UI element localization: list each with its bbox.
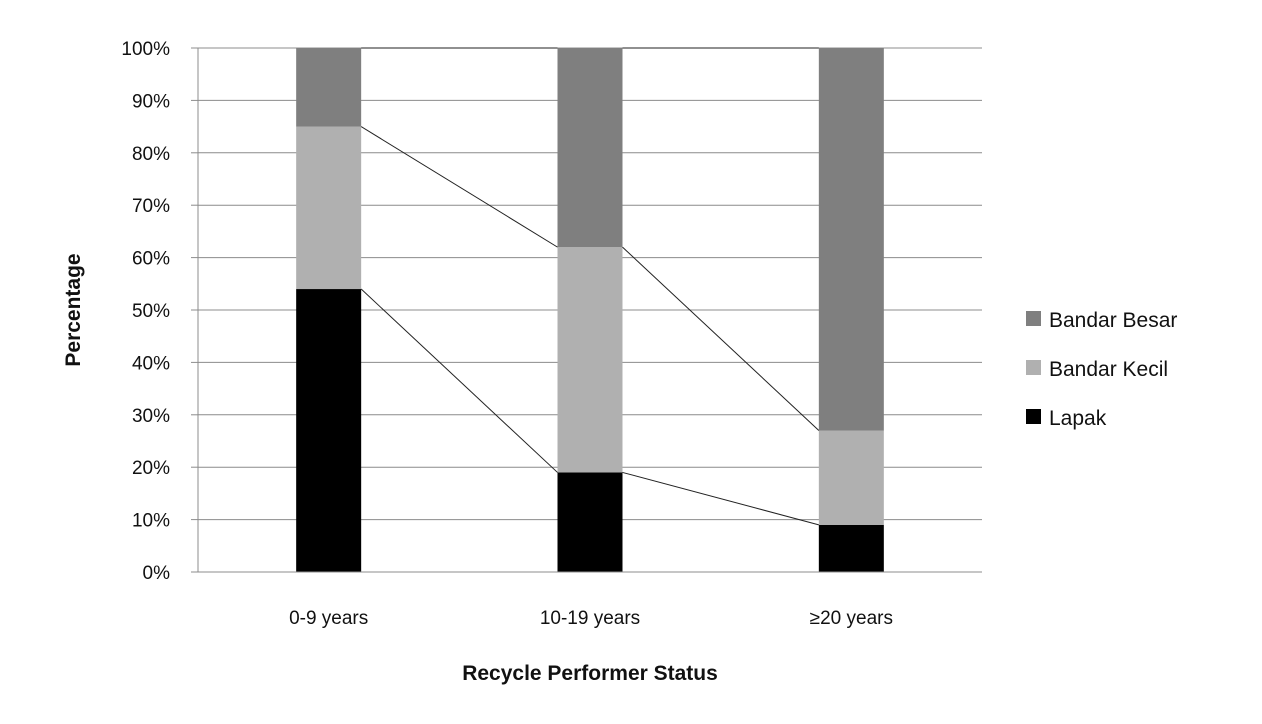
axes — [197, 48, 982, 573]
y-tick-label: 40% — [132, 353, 170, 374]
bar-segment-bandar-besar — [818, 48, 884, 431]
y-axis-title: Percentage — [62, 253, 85, 366]
series-connector-line — [360, 288, 558, 473]
series-connectors — [360, 47, 820, 526]
bar-segment-bandar-kecil — [296, 126, 362, 290]
bar-segment-lapak — [296, 289, 362, 572]
bar-segment-bandar-kecil — [818, 430, 884, 525]
y-tick-label: 60% — [132, 249, 170, 270]
y-tick-label: 80% — [132, 144, 170, 165]
bar-segment-lapak — [818, 524, 884, 572]
x-tick-label: 0-9 years — [289, 608, 368, 629]
y-tick-label: 90% — [132, 91, 170, 112]
y-tick-label: 100% — [121, 39, 170, 60]
y-tick-label: 10% — [132, 511, 170, 532]
y-tick-label: 0% — [143, 563, 171, 584]
legend-label: Lapak — [1049, 407, 1107, 430]
series-connector-line — [622, 471, 819, 526]
y-tick-label: 20% — [132, 458, 170, 479]
series-connector-line — [360, 126, 558, 248]
bars — [296, 48, 884, 572]
bar-segment-bandar-kecil — [557, 247, 623, 473]
legend-swatch — [1026, 409, 1041, 424]
bar-segment-lapak — [557, 472, 623, 572]
legend-swatch — [1026, 311, 1041, 326]
x-tick-label: ≥20 years — [810, 608, 893, 629]
bar-segment-bandar-besar — [296, 48, 362, 127]
legend: Bandar Besar Bandar Kecil Lapak — [1026, 309, 1177, 430]
x-tick-label: 10-19 years — [540, 608, 640, 629]
x-axis-title: Recycle Performer Status — [462, 662, 718, 685]
y-tick-labels: 0% 10% 20% 30% 40% 50% 60% 70% 80% 90% 100% — [121, 39, 170, 584]
series-connector-line — [622, 246, 820, 431]
legend-swatch — [1026, 360, 1041, 375]
y-tick-label: 30% — [132, 406, 170, 427]
bar-segment-bandar-besar — [557, 48, 623, 248]
y-tick-label: 50% — [132, 301, 170, 322]
y-tick-label: 70% — [132, 196, 170, 217]
legend-label: Bandar Kecil — [1049, 358, 1168, 381]
x-tick-labels: 0-9 years 10-19 years ≥20 years — [289, 608, 893, 629]
legend-label: Bandar Besar — [1049, 309, 1177, 332]
